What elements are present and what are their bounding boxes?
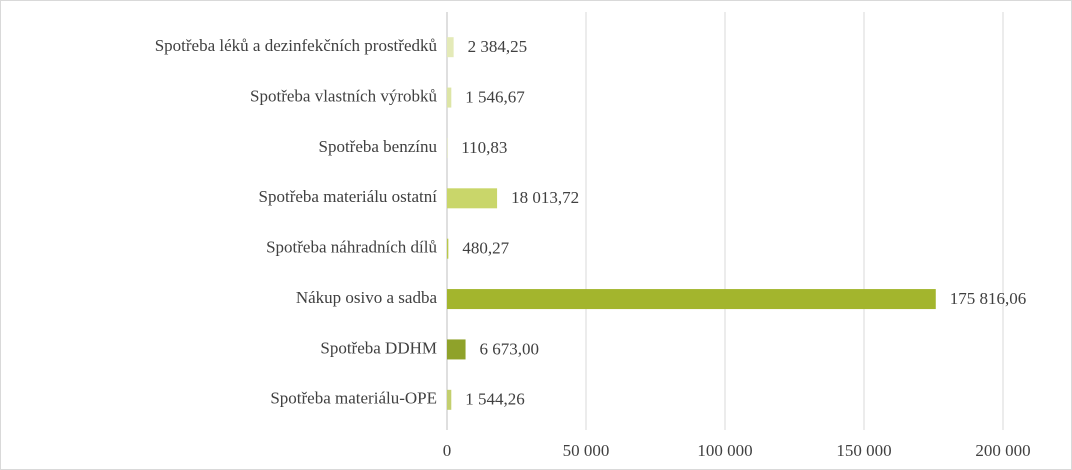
data-label: 110,83 <box>461 138 507 157</box>
data-label: 175 816,06 <box>950 289 1027 308</box>
y-tick-label: Spotřeba benzínu <box>319 137 438 156</box>
bar <box>447 87 452 108</box>
bar <box>447 339 466 360</box>
bar <box>447 289 936 310</box>
x-tick-label: 100 000 <box>697 441 752 460</box>
data-label: 6 673,00 <box>480 339 539 358</box>
data-label: 480,27 <box>462 239 509 258</box>
x-tick-label: 200 000 <box>975 441 1030 460</box>
data-label: 1 544,26 <box>465 390 525 409</box>
bar <box>447 37 454 58</box>
y-tick-label: Nákup osivo a sadba <box>296 288 438 307</box>
y-tick-label: Spotřeba léků a dezinfekčních prostředků <box>155 36 438 55</box>
bar <box>447 188 498 209</box>
x-tick-label: 0 <box>443 441 452 460</box>
data-label: 2 384,25 <box>468 37 527 56</box>
x-tick-label: 150 000 <box>836 441 891 460</box>
data-label: 1 546,67 <box>465 87 525 106</box>
bar <box>447 238 449 259</box>
data-label: 18 013,72 <box>511 188 579 207</box>
y-tick-label: Spotřeba DDHM <box>320 338 437 357</box>
y-tick-label: Spotřeba vlastních výrobků <box>250 86 437 105</box>
bar <box>447 389 452 410</box>
y-tick-label: Spotřeba materiálu ostatní <box>259 187 438 206</box>
y-tick-label: Spotřeba materiálu-OPE <box>270 389 437 408</box>
y-tick-label: Spotřeba náhradních dílů <box>266 238 437 257</box>
x-tick-label: 50 000 <box>563 441 610 460</box>
